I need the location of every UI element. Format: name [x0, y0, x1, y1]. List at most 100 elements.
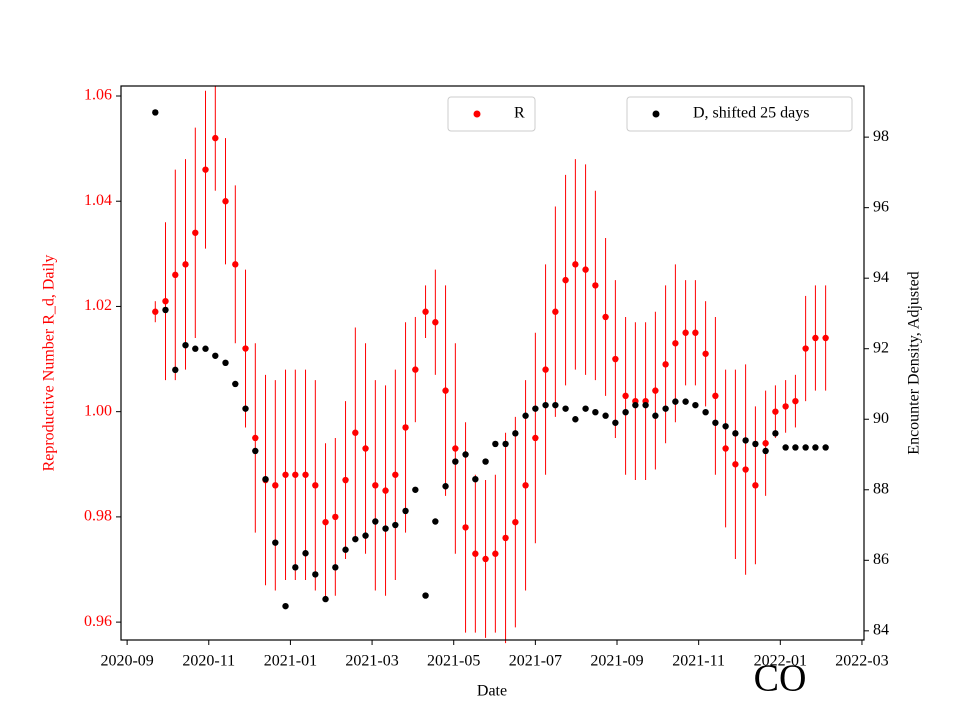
legend-label: D, shifted 25 days: [693, 105, 809, 122]
point: [352, 429, 359, 436]
point: [512, 430, 519, 437]
y-tick-label: 1.02: [84, 297, 112, 314]
y-tick-label: 0.98: [84, 508, 112, 525]
point: [282, 602, 289, 610]
point: [542, 401, 549, 409]
point: [382, 487, 389, 494]
point: [702, 408, 709, 416]
x-tick-label: 2022-01: [754, 653, 807, 670]
point: [212, 352, 219, 359]
y2-tick-label: 86: [873, 551, 889, 568]
point: [552, 401, 559, 409]
point: [682, 398, 689, 405]
point: [302, 471, 309, 478]
point: [782, 444, 789, 451]
point: [392, 521, 399, 529]
point: [822, 444, 829, 451]
point: [282, 471, 289, 478]
point: [472, 475, 479, 483]
point: [782, 403, 789, 410]
point: [812, 444, 819, 451]
point: [332, 513, 339, 521]
point: [802, 345, 809, 352]
point: [252, 447, 259, 455]
point: [292, 471, 299, 478]
point: [302, 550, 309, 557]
y-tick-label: 1.04: [84, 192, 112, 209]
legend-box: [447, 96, 536, 132]
point: [742, 466, 749, 473]
y2-tick-label: 88: [873, 480, 889, 497]
point: [662, 361, 669, 368]
point: [162, 297, 169, 305]
point: [672, 398, 679, 405]
point: [772, 430, 779, 437]
x-tick-label: 2021-05: [427, 653, 480, 670]
point: [762, 447, 769, 455]
point: [432, 518, 439, 525]
point: [192, 345, 199, 352]
x-tick-label: 2021-03: [345, 653, 398, 670]
y-tick-label: 0.96: [84, 613, 112, 630]
y-axis-label: Reproductive Number R_d, Daily: [41, 255, 58, 472]
point: [172, 271, 179, 279]
y2-tick-label: 94: [873, 269, 889, 286]
point: [432, 319, 439, 326]
point: [812, 334, 819, 342]
point: [722, 423, 729, 430]
point: [482, 555, 489, 563]
point: [222, 198, 229, 205]
legend-marker: [473, 110, 481, 118]
point: [732, 430, 739, 437]
point: [742, 437, 749, 444]
point: [752, 482, 759, 489]
point: [682, 329, 689, 336]
x-tick-label: 2021-07: [509, 653, 562, 670]
point: [772, 408, 779, 415]
point: [602, 412, 609, 419]
point: [702, 350, 709, 357]
point: [792, 444, 799, 451]
point: [202, 166, 209, 173]
point: [692, 329, 699, 336]
point: [362, 445, 369, 452]
point: [492, 550, 499, 557]
x-tick-label: 2022-03: [835, 653, 888, 670]
point: [232, 261, 239, 268]
point: [692, 401, 699, 409]
legend-box: [626, 96, 853, 132]
point: [732, 461, 739, 468]
plot-frame: [120, 85, 865, 641]
point: [602, 313, 609, 321]
point: [462, 524, 469, 531]
y2-tick-label: 92: [873, 339, 889, 356]
legend-label: R: [514, 105, 525, 122]
point: [522, 482, 529, 489]
point: [402, 424, 409, 431]
point: [152, 308, 159, 315]
legend-marker: [652, 110, 660, 118]
point: [272, 482, 279, 489]
y-tick-label: 1.00: [84, 402, 112, 419]
point: [272, 539, 279, 546]
x-axis-label: Date: [477, 683, 507, 700]
point: [242, 405, 249, 412]
point: [322, 518, 329, 526]
point: [572, 261, 579, 268]
point: [522, 412, 529, 419]
x-tick-label: 2021-01: [264, 653, 317, 670]
point: [452, 458, 459, 465]
point: [802, 444, 809, 451]
point: [592, 282, 599, 289]
point: [512, 518, 519, 526]
point: [762, 440, 769, 447]
point: [632, 401, 639, 409]
point: [752, 440, 759, 448]
point: [252, 434, 259, 442]
x-tick-label: 2020-11: [182, 653, 235, 670]
point: [652, 412, 659, 419]
point: [262, 475, 269, 483]
point: [322, 595, 329, 603]
point: [402, 507, 409, 515]
